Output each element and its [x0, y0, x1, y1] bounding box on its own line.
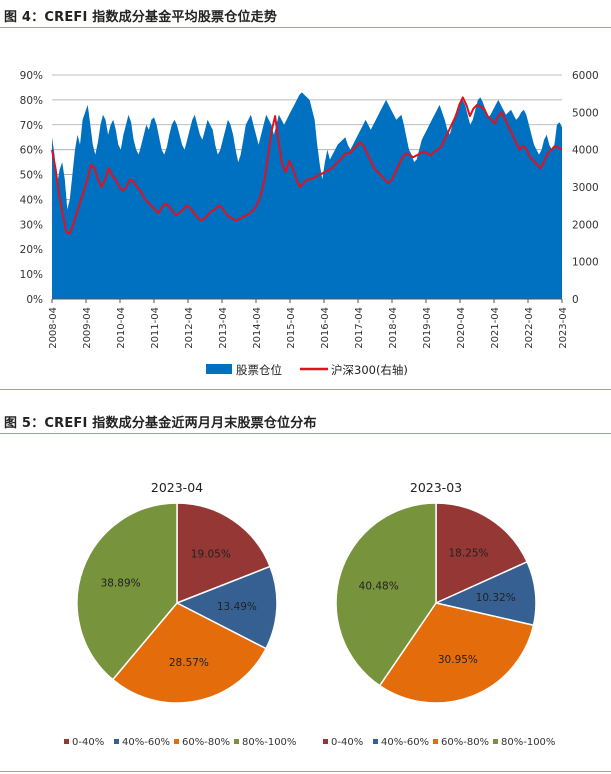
x-tick-label: 2017-04	[354, 307, 365, 349]
y-left-tick-label: 40%	[20, 194, 43, 206]
y-left-tick-label: 10%	[20, 269, 43, 281]
pie-legend-swatch	[323, 739, 328, 744]
x-tick-label: 2016-04	[320, 307, 331, 349]
legend-swatch-area	[206, 364, 232, 374]
pie-slice-60%-80%	[111, 602, 268, 704]
pie-legend-label: 80%-100%	[242, 737, 296, 748]
x-tick-label: 2009-04	[82, 307, 93, 349]
x-tick-label: 2021-04	[490, 307, 501, 349]
y-right-tick-label: 3000	[572, 182, 599, 194]
y-left-tick-label: 80%	[20, 95, 43, 107]
figure5-bottom-rule	[0, 771, 611, 772]
pie-title-2023-04: 2023-04	[151, 480, 203, 495]
figure5-title-rule	[0, 433, 611, 434]
pie-data-label: 18.25%	[448, 548, 488, 560]
x-tick-label: 2019-04	[422, 307, 433, 349]
pie-legend-swatch	[373, 739, 378, 744]
x-tick-label: 2020-04	[456, 307, 467, 349]
y-left-tick-label: 50%	[20, 170, 43, 182]
y-left-tick-label: 20%	[20, 244, 43, 256]
legend-label-area: 股票仓位	[236, 363, 282, 377]
pie-data-label: 19.05%	[191, 548, 231, 560]
x-tick-label: 2014-04	[252, 307, 263, 349]
line-series-csi300	[51, 96, 563, 235]
pie-legend-label: 60%-80%	[441, 737, 489, 748]
pie-charts: 2023-04 19.05% 13.49% 28.57% 38.89% 0-40% 40%-…	[64, 480, 555, 748]
pie-legend-swatch	[174, 739, 179, 744]
x-tick-label: 2013-04	[218, 307, 229, 349]
legend-label-line: 沪深300(右轴)	[331, 363, 408, 377]
x-tick-label: 2010-04	[116, 307, 127, 349]
pie-data-label: 40.48%	[359, 580, 399, 592]
y-right-tick-label: 0	[572, 294, 579, 306]
pie-data-label: 30.95%	[438, 654, 478, 666]
x-tick-label: 2018-04	[388, 307, 399, 349]
pie-legend-label: 40%-60%	[122, 737, 170, 748]
x-tick-label: 2015-04	[286, 307, 297, 349]
pie-legend-label: 60%-80%	[182, 737, 230, 748]
pie-title-2023-03: 2023-03	[410, 480, 462, 495]
y-right-tick-label: 5000	[572, 107, 599, 119]
pie-slice-80%-100%	[76, 502, 178, 681]
pie-data-label: 38.89%	[101, 578, 141, 590]
x-tick-label: 2023-04	[558, 307, 569, 349]
pie-legend-swatch	[64, 739, 69, 744]
area-chart: 0% 10% 20% 30% 40% 50% 60% 70% 80% 90% 0 1000 2000 30…	[20, 70, 599, 377]
y-right-tick-label: 2000	[572, 219, 599, 231]
pie-data-label: 13.49%	[217, 601, 257, 613]
pie-legend-swatch	[114, 739, 119, 744]
y-left-tick-label: 60%	[20, 145, 43, 157]
y-left-tick-label: 70%	[20, 120, 43, 132]
y-left-tick-label: 90%	[20, 70, 43, 82]
pie-legend-label: 80%-100%	[501, 737, 555, 748]
x-tick-label: 2011-04	[150, 307, 161, 349]
figure4-bottom-rule	[0, 389, 611, 390]
pie-legend-swatch	[493, 739, 498, 744]
y-right-tick-label: 4000	[572, 145, 599, 157]
pie-legend-label: 0-40%	[72, 737, 104, 748]
y-right-tick-label: 6000	[572, 70, 599, 82]
pie-legend-swatch	[433, 739, 438, 744]
pie-slice-0-40%	[176, 502, 272, 605]
pie-slice-80%-100%	[335, 502, 437, 687]
pie-slice-0-40%	[435, 502, 529, 605]
pie-slice-60%-80%	[378, 602, 535, 704]
pie-legend-label: 40%-60%	[381, 737, 429, 748]
y-left-tick-label: 30%	[20, 219, 43, 231]
pie-data-label: 28.57%	[169, 657, 209, 669]
figure5-title: 图 5：CREFI 指数成分基金近两月月末股票仓位分布	[4, 416, 317, 431]
figure4-title: 图 4：CREFI 指数成分基金平均股票仓位走势	[4, 10, 278, 25]
y-right-tick-label: 1000	[572, 257, 599, 269]
pie-legend-swatch	[234, 739, 239, 744]
y-left-tick-label: 0%	[26, 294, 43, 306]
pie-legend-label: 0-40%	[331, 737, 363, 748]
x-tick-label: 2008-04	[48, 307, 59, 349]
x-tick-label: 2012-04	[184, 307, 195, 349]
pie-data-label: 10.32%	[476, 592, 516, 604]
figure4-title-rule	[0, 27, 611, 28]
x-tick-label: 2022-04	[524, 307, 535, 349]
pie-slice-40%-60%	[175, 565, 278, 650]
area-series-stock-position	[52, 92, 562, 300]
